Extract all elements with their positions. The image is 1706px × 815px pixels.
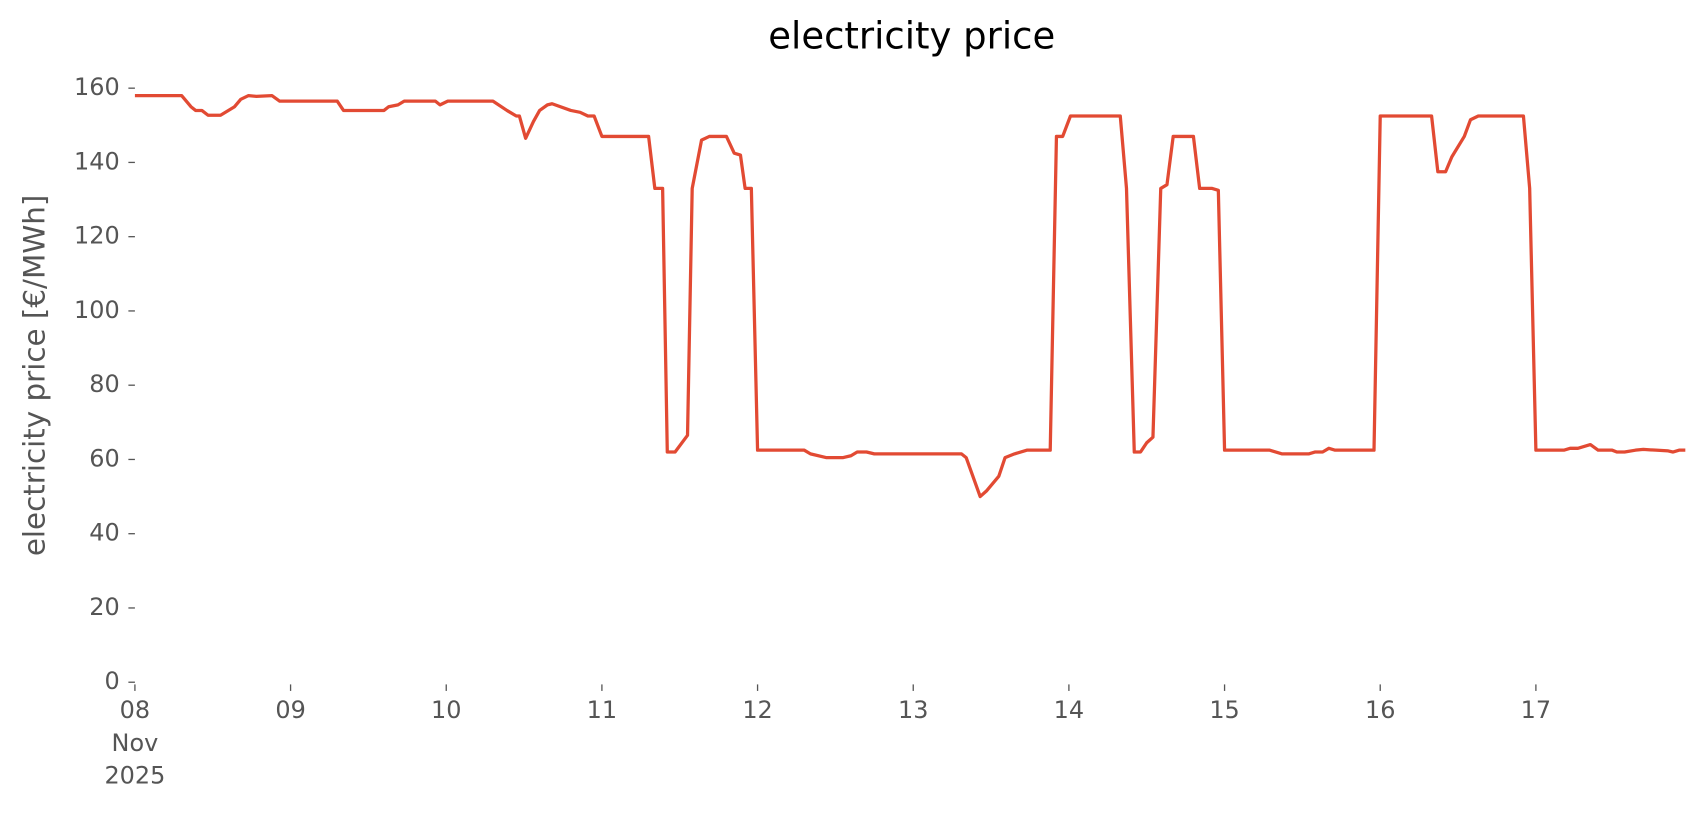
y-tick-label: 60: [89, 444, 119, 472]
x-tick-label: 15: [1209, 697, 1240, 725]
x-tick-label-text: 08 Nov 2025: [104, 697, 166, 790]
x-tick-label-text: 16: [1364, 697, 1396, 725]
x-tick-label-text: 11: [586, 697, 618, 725]
y-tick-label: 0: [104, 667, 119, 695]
x-tick-label-text: 10: [431, 697, 462, 725]
x-tick-label: 08 Nov 2025: [104, 697, 166, 790]
chart-title: electricity price: [768, 15, 1055, 58]
x-tick-label: 13: [897, 697, 929, 725]
y-tick-label: 20: [89, 593, 119, 621]
x-tick-label: 12: [742, 697, 773, 725]
x-tick-label-text: 12: [742, 697, 773, 725]
y-tick-label: 80: [89, 370, 119, 398]
x-tick-label-text: 15: [1209, 697, 1240, 725]
x-tick-label-text: 14: [1053, 697, 1085, 725]
y-tick-label: 140: [74, 147, 120, 175]
y-tick-label: 120: [74, 222, 120, 250]
y-tick-label: 100: [74, 296, 120, 324]
y-axis-label: electricity price [€/MWh]: [17, 195, 51, 557]
price-line: [134, 93, 1686, 499]
y-tick-label: 160: [74, 73, 120, 101]
x-tick-label-text: 09: [275, 697, 306, 725]
y-tick-label: 40: [89, 519, 119, 547]
x-tick-label: 11: [586, 697, 618, 725]
x-tick-label: 17: [1520, 697, 1552, 725]
x-tick-label: 10: [431, 697, 462, 725]
x-tick-label: 16: [1364, 697, 1396, 725]
x-tick-label-text: 17: [1520, 697, 1552, 725]
x-tick-label-text: 13: [897, 697, 929, 725]
x-tick-label: 09: [275, 697, 306, 725]
x-tick-label: 14: [1053, 697, 1085, 725]
